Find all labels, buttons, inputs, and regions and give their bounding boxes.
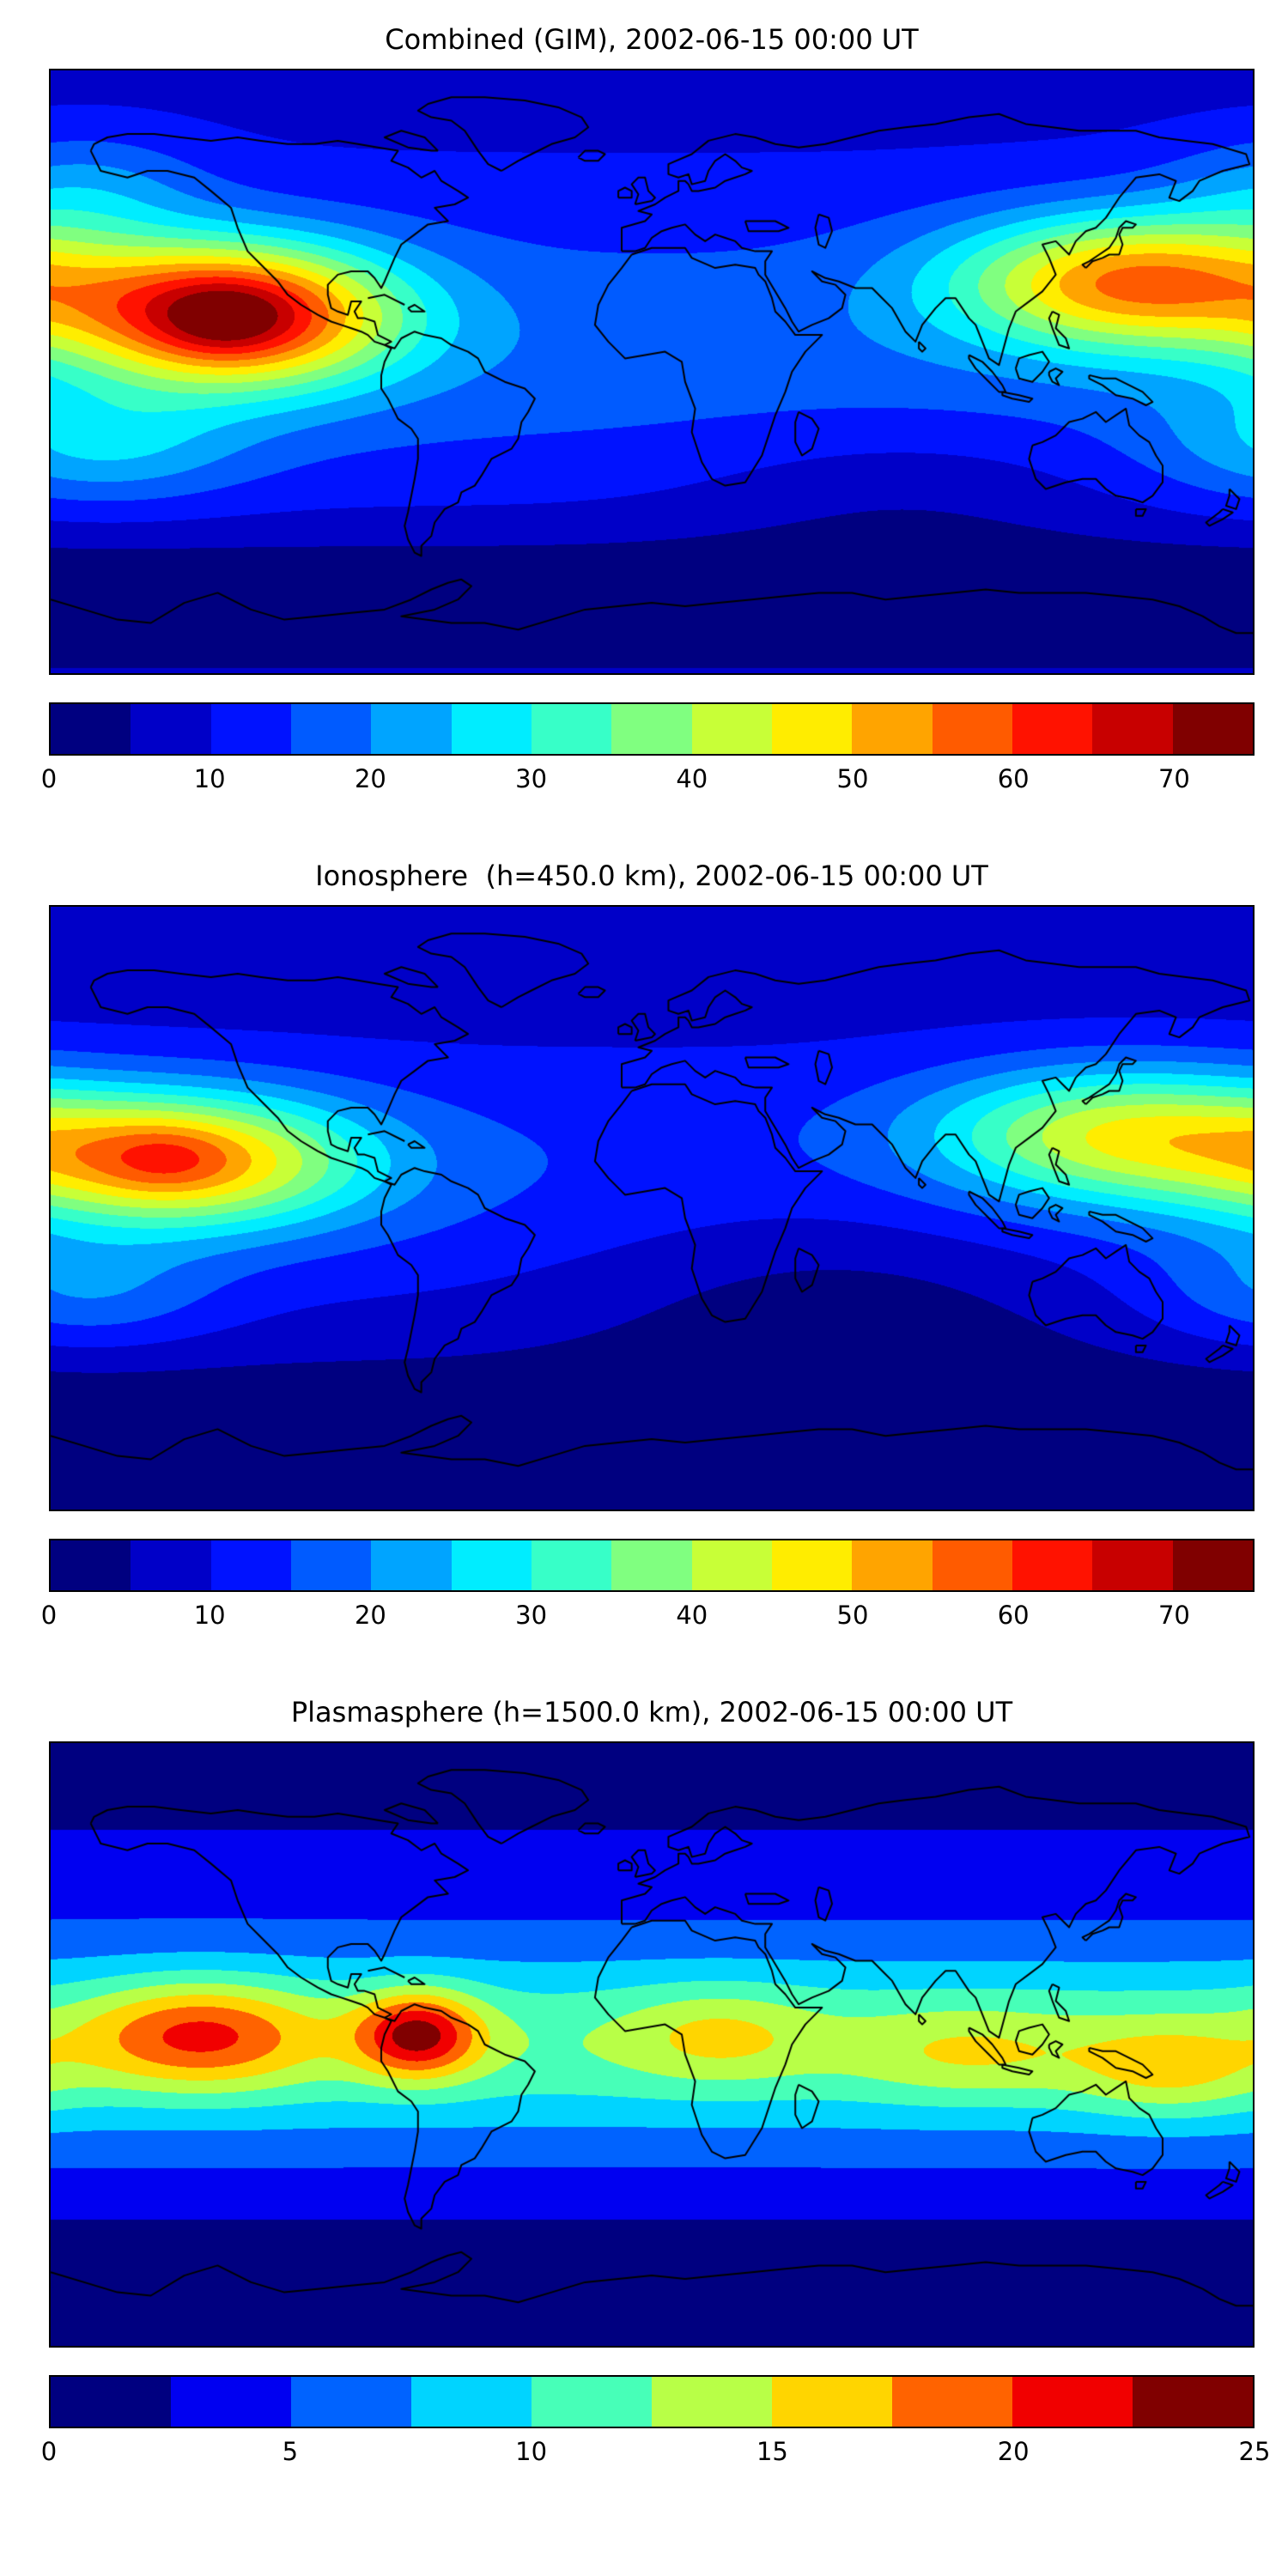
colorbar-segment <box>1012 2377 1133 2427</box>
colorbar-segment <box>892 2377 1012 2427</box>
map-frame-combined <box>49 69 1255 675</box>
panel-combined: Combined (GIM), 2002-06-15 00:00 UT 0 10 2… <box>41 21 1288 800</box>
colorbar-segment <box>451 1540 532 1590</box>
colorbar-segment <box>652 2377 772 2427</box>
colorbar-tick-label: 60 <box>997 1601 1030 1630</box>
colorbar-tick-label: 60 <box>997 764 1030 793</box>
colorbar-segment <box>532 2377 652 2427</box>
colorbar-segment <box>691 1540 772 1590</box>
colorbar-tick-label: 5 <box>282 2437 299 2466</box>
colorbar-tick-label: 50 <box>836 1601 869 1630</box>
colorbar-tick-label: 70 <box>1157 764 1190 793</box>
colorbar-segment <box>771 704 853 754</box>
colorbar-segment <box>852 704 933 754</box>
colorbar-frame-ionosphere <box>49 1539 1255 1592</box>
colorbar-segment <box>451 704 532 754</box>
colorbar-tick-label: 20 <box>354 764 386 793</box>
colorbar-segment <box>531 704 612 754</box>
colorbar-ticks-combined: 0 10 20 30 40 50 60 70 <box>41 759 1255 800</box>
map-canvas-ionosphere <box>51 907 1253 1510</box>
colorbar-segment <box>771 1540 853 1590</box>
colorbar-frame-combined <box>49 702 1255 756</box>
colorbar-segment <box>1012 1540 1093 1590</box>
map-title-ionosphere: Ionosphere (h=450.0 km), 2002-06-15 00:0… <box>315 860 988 892</box>
colorbar-segment <box>371 1540 452 1590</box>
colorbar-segment <box>291 2377 411 2427</box>
colorbar-segment <box>371 704 452 754</box>
colorbar-ionosphere <box>51 1540 1253 1590</box>
panel-ionosphere: Ionosphere (h=450.0 km), 2002-06-15 00:0… <box>41 857 1288 1637</box>
colorbar-segment <box>772 2377 892 2427</box>
colorbar-ticks-plasmasphere: 0 5 10 15 20 25 <box>41 2432 1271 2473</box>
colorbar-segment <box>932 1540 1012 1590</box>
colorbar-tick-label: 30 <box>515 764 548 793</box>
colorbar-segment <box>1172 704 1253 754</box>
colorbar-tick-label: 25 <box>1238 2437 1271 2466</box>
colorbar-tick-label: 0 <box>40 764 58 793</box>
colorbar-segment <box>531 1540 612 1590</box>
colorbar-plasmasphere <box>51 2377 1253 2427</box>
colorbar-segment <box>51 1540 131 1590</box>
colorbar-segment <box>1012 704 1093 754</box>
colorbar-combined <box>51 704 1253 754</box>
colorbar-tick-label: 10 <box>193 764 226 793</box>
colorbar-segment <box>290 1540 372 1590</box>
map-frame-plasmasphere <box>49 1741 1255 2348</box>
colorbar-segment <box>411 2377 532 2427</box>
colorbar-segment <box>611 704 692 754</box>
colorbar-segment <box>210 704 291 754</box>
colorbar-tick-label: 15 <box>756 2437 788 2466</box>
figure: Combined (GIM), 2002-06-15 00:00 UT 0 10 2… <box>41 21 1288 2473</box>
colorbar-tick-label: 20 <box>354 1601 386 1630</box>
colorbar-segment <box>1092 704 1173 754</box>
colorbar-tick-label: 30 <box>515 1601 548 1630</box>
colorbar-segment <box>691 704 772 754</box>
colorbar-tick-label: 20 <box>997 2437 1030 2466</box>
colorbar-segment <box>131 704 211 754</box>
colorbar-segment <box>1133 2377 1253 2427</box>
colorbar-segment <box>210 1540 291 1590</box>
colorbar-segment <box>932 704 1012 754</box>
map-frame-ionosphere <box>49 905 1255 1511</box>
colorbar-tick-label: 70 <box>1157 1601 1190 1630</box>
map-canvas-combined <box>51 70 1253 673</box>
colorbar-tick-label: 50 <box>836 764 869 793</box>
map-title-plasmasphere: Plasmasphere (h=1500.0 km), 2002-06-15 0… <box>290 1696 1013 1728</box>
colorbar-tick-label: 10 <box>193 1601 226 1630</box>
colorbar-ticks-ionosphere: 0 10 20 30 40 50 60 70 <box>41 1595 1255 1637</box>
colorbar-frame-plasmasphere <box>49 2375 1255 2428</box>
colorbar-segment <box>611 1540 692 1590</box>
colorbar-tick-label: 0 <box>40 1601 58 1630</box>
colorbar-segment <box>852 1540 933 1590</box>
map-title-combined: Combined (GIM), 2002-06-15 00:00 UT <box>385 23 919 56</box>
colorbar-segment <box>51 2377 171 2427</box>
panel-plasmasphere: Plasmasphere (h=1500.0 km), 2002-06-15 0… <box>41 1693 1288 2473</box>
map-canvas-plasmasphere <box>51 1743 1253 2346</box>
colorbar-segment <box>171 2377 291 2427</box>
colorbar-segment <box>51 704 131 754</box>
colorbar-tick-label: 10 <box>515 2437 548 2466</box>
colorbar-tick-label: 40 <box>676 764 708 793</box>
colorbar-segment <box>131 1540 211 1590</box>
colorbar-segment <box>1092 1540 1173 1590</box>
colorbar-segment <box>1172 1540 1253 1590</box>
colorbar-tick-label: 40 <box>676 1601 708 1630</box>
colorbar-tick-label: 0 <box>40 2437 58 2466</box>
colorbar-segment <box>290 704 372 754</box>
